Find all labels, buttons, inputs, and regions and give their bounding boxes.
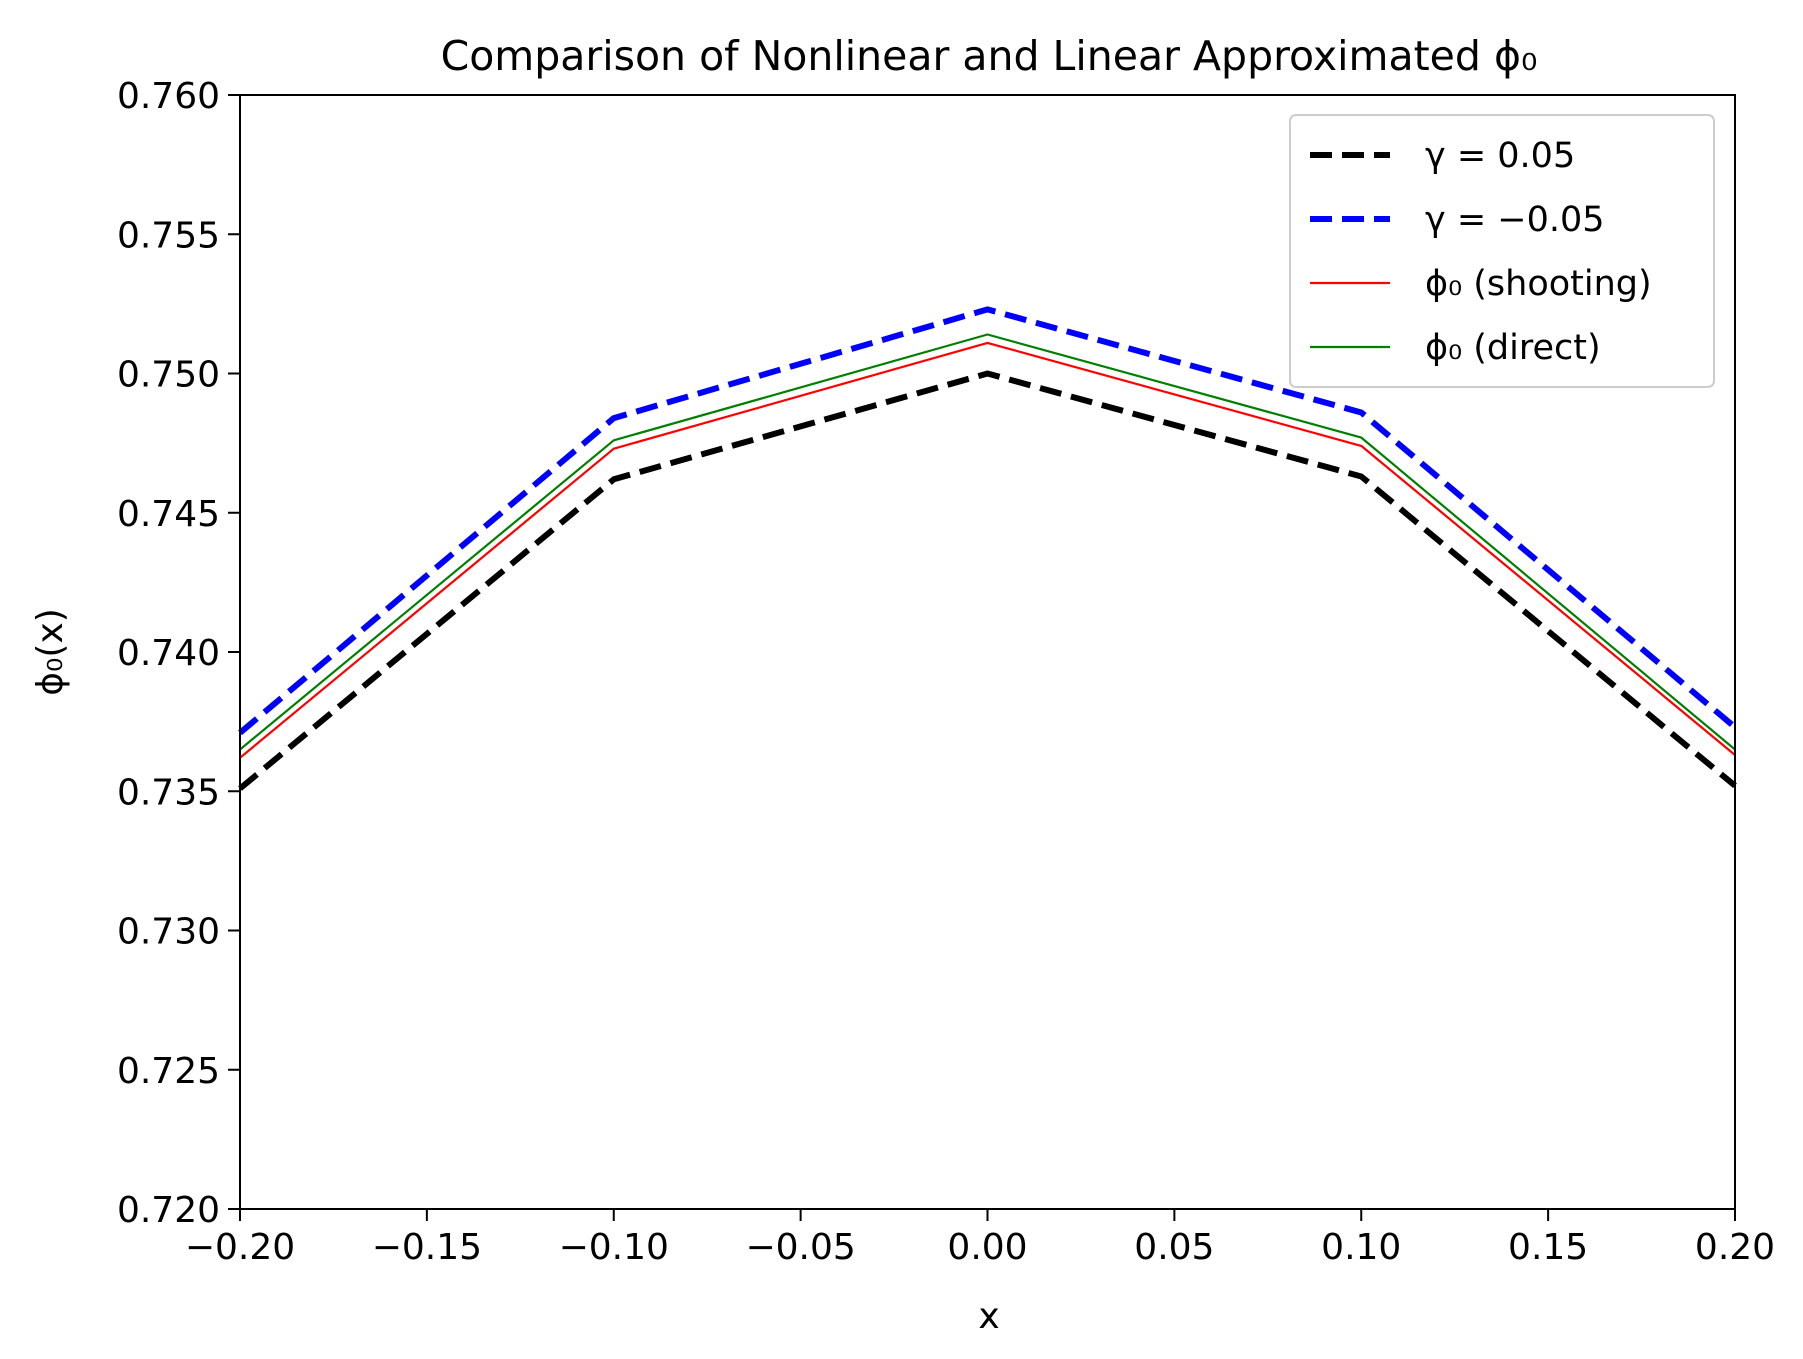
y-tick-label: 0.735 — [117, 772, 220, 813]
y-tick-label: 0.725 — [117, 1051, 220, 1092]
series-line-1 — [238, 306, 1737, 736]
legend-label-1: γ = −0.05 — [1425, 200, 1605, 240]
x-tick-label: −0.15 — [372, 1227, 482, 1268]
x-tick-label: 0.15 — [1508, 1227, 1588, 1268]
series-layer — [238, 306, 1737, 791]
x-tick-label: 0.00 — [947, 1227, 1027, 1268]
chart-title: Comparison of Nonlinear and Linear Appro… — [441, 32, 1538, 80]
series-line-2 — [239, 341, 1736, 759]
legend-label-0: γ = 0.05 — [1425, 136, 1575, 176]
x-tick-label: 0.10 — [1321, 1227, 1401, 1268]
x-tick-label: −0.05 — [745, 1227, 855, 1268]
x-tick-label: 0.05 — [1134, 1227, 1214, 1268]
x-tick-label: −0.20 — [185, 1227, 295, 1268]
x-axis: −0.20 −0.15 −0.10 −0.05 0.00 0.05 0.10 0.15 0.20 — [185, 1209, 1775, 1268]
y-tick-label: 0.750 — [117, 355, 220, 396]
y-axis-title: ϕ₀(x) — [30, 608, 71, 696]
legend-box — [1289, 114, 1715, 388]
y-tick-label: 0.720 — [117, 1190, 220, 1231]
y-tick-label: 0.760 — [117, 76, 220, 117]
legend-label-3: ϕ₀ (direct) — [1425, 328, 1601, 368]
x-axis-title: x — [978, 1296, 999, 1337]
series-line-0 — [238, 370, 1737, 791]
series-line-3 — [239, 333, 1736, 751]
x-tick-label: 0.20 — [1695, 1227, 1775, 1268]
y-axis: 0.720 0.725 0.730 0.735 0.740 0.745 0.750 0.755… — [117, 76, 240, 1231]
y-tick-label: 0.730 — [117, 912, 220, 953]
y-tick-label: 0.745 — [117, 494, 220, 535]
legend-label-2: ϕ₀ (shooting) — [1425, 264, 1652, 304]
y-tick-label: 0.755 — [117, 215, 220, 256]
y-tick-label: 0.740 — [117, 633, 220, 674]
x-tick-label: −0.10 — [559, 1227, 669, 1268]
legend: γ = 0.05 γ = −0.05 ϕ₀ (shooting) ϕ₀ (direct… — [1289, 114, 1715, 388]
